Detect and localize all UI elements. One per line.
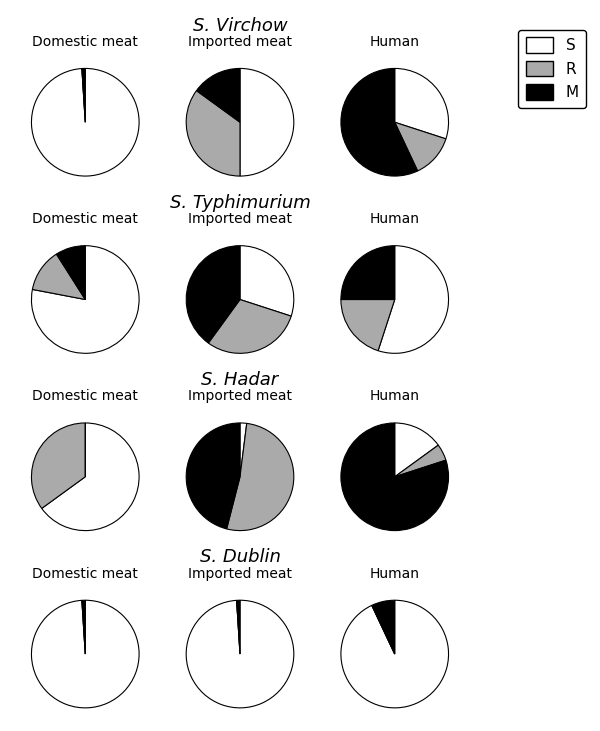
Text: S. Dublin: S. Dublin [200, 548, 280, 567]
Wedge shape [196, 69, 240, 122]
Wedge shape [82, 69, 85, 122]
Text: Human: Human [370, 567, 420, 580]
Text: S. Virchow: S. Virchow [193, 17, 287, 34]
Text: Imported meat: Imported meat [188, 390, 292, 404]
Wedge shape [341, 423, 449, 531]
Wedge shape [186, 600, 294, 708]
Wedge shape [240, 246, 294, 316]
Wedge shape [82, 600, 85, 654]
Wedge shape [82, 600, 85, 654]
Text: Domestic meat: Domestic meat [32, 390, 138, 404]
Text: Human: Human [370, 212, 420, 226]
Legend: S, R, M: S, R, M [518, 29, 586, 108]
Wedge shape [341, 300, 395, 351]
Wedge shape [186, 246, 240, 343]
Wedge shape [56, 246, 85, 300]
Wedge shape [240, 69, 294, 176]
Text: Imported meat: Imported meat [188, 567, 292, 580]
Wedge shape [42, 423, 139, 531]
Text: Domestic meat: Domestic meat [32, 567, 138, 580]
Wedge shape [31, 246, 139, 353]
Wedge shape [378, 246, 449, 353]
Wedge shape [341, 600, 449, 708]
Wedge shape [186, 91, 240, 176]
Wedge shape [31, 69, 139, 176]
Wedge shape [236, 600, 240, 654]
Text: Domestic meat: Domestic meat [32, 35, 138, 49]
Wedge shape [395, 122, 446, 171]
Wedge shape [32, 254, 85, 300]
Text: Human: Human [370, 390, 420, 404]
Wedge shape [186, 423, 240, 529]
Wedge shape [372, 605, 395, 654]
Wedge shape [395, 445, 446, 477]
Wedge shape [240, 423, 247, 477]
Wedge shape [341, 246, 395, 300]
Wedge shape [236, 600, 240, 654]
Text: Domestic meat: Domestic meat [32, 212, 138, 226]
Text: Human: Human [370, 35, 420, 49]
Wedge shape [341, 69, 418, 176]
Text: S. Typhimurium: S. Typhimurium [170, 194, 310, 212]
Wedge shape [395, 69, 449, 139]
Wedge shape [395, 423, 438, 477]
Wedge shape [31, 600, 139, 708]
Wedge shape [227, 423, 294, 531]
Text: Imported meat: Imported meat [188, 35, 292, 49]
Wedge shape [31, 423, 85, 509]
Wedge shape [82, 69, 85, 122]
Text: Imported meat: Imported meat [188, 212, 292, 226]
Text: S. Hadar: S. Hadar [202, 371, 278, 389]
Wedge shape [208, 300, 291, 353]
Wedge shape [372, 600, 395, 654]
